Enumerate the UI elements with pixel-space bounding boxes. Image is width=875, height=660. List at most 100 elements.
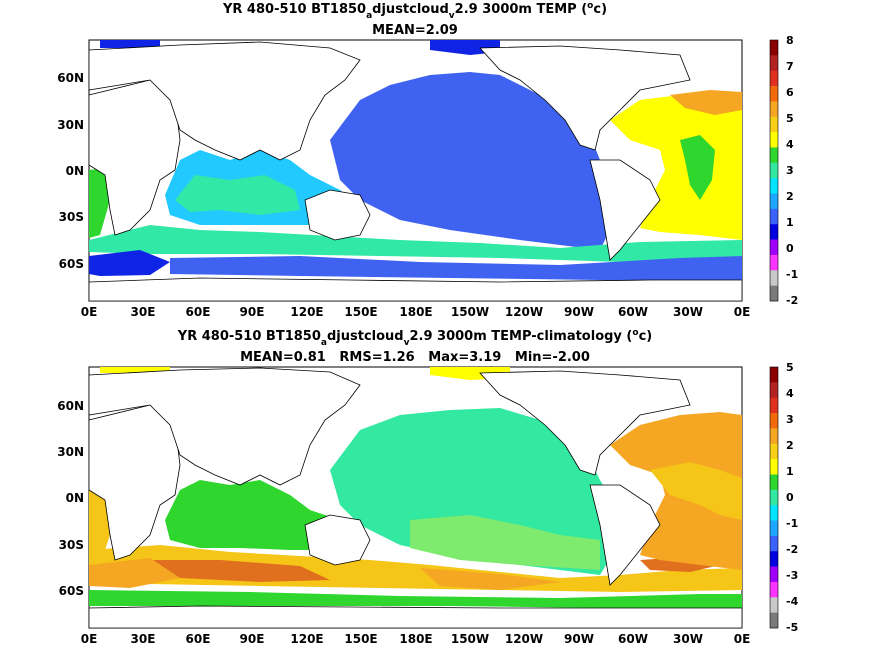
x-tick-label: 120W: [505, 305, 543, 319]
x-tick-label: 120W: [505, 632, 543, 646]
y-axis-bottom: 60N 30N 0N 30S 60S: [57, 399, 84, 598]
colorbar-tick-label: 1: [786, 465, 794, 478]
colorbar-tick-label: -5: [786, 621, 798, 634]
colorbar-tick-label: 8: [786, 34, 794, 47]
colorbar-swatch: [770, 162, 778, 179]
colorbar-tick-label: 5: [786, 112, 794, 125]
westafrica-green-top: [89, 168, 110, 238]
eurasia-top: [88, 41, 361, 161]
colorbar-swatch: [770, 147, 778, 164]
colorbar-swatch: [770, 581, 778, 598]
colorbar-bottom: 5 4 3 2 1 0 -1 -2 -3 -4 -5: [769, 361, 799, 634]
x-tick-label: 30W: [673, 305, 703, 319]
y-tick-label: 60N: [57, 399, 84, 413]
x-tick-label: 120E: [290, 305, 323, 319]
panel-top-stats: MEAN=2.09: [372, 23, 458, 38]
x-tick-label: 90W: [564, 305, 594, 319]
arctic-yellow-bottom: [100, 367, 510, 380]
colorbar-swatch: [770, 367, 778, 383]
y-tick-label: 60S: [59, 257, 84, 271]
antarctica-top: [88, 277, 743, 302]
x-tick-label: 150W: [451, 632, 489, 646]
colorbar-swatch: [770, 535, 778, 552]
colorbar-swatch: [770, 520, 778, 537]
australia-bottom: [304, 514, 371, 566]
x-tick-label: 180E: [399, 632, 432, 646]
x-tick-label: 30E: [131, 305, 156, 319]
x-tick-label: 60W: [618, 305, 648, 319]
y-tick-label: 60N: [57, 71, 84, 85]
x-tick-label: 30W: [673, 632, 703, 646]
atlantic-field-top: [610, 92, 742, 240]
colorbar-tick-label: -3: [786, 569, 798, 582]
y-tick-label: 0N: [66, 164, 84, 178]
panel-bottom: YR 480-510 BT1850adjustcloudv2.9 3000m T…: [57, 328, 798, 646]
colorbar-swatch: [770, 70, 778, 87]
y-tick-label: 30S: [59, 210, 84, 224]
colorbar-tick-label: 0: [786, 242, 794, 255]
colorbar-swatch: [770, 55, 778, 71]
arctic-blue-top: [100, 40, 500, 55]
colorbar-swatch: [770, 597, 778, 613]
southern-hot-bottom: [150, 556, 720, 582]
colorbar-swatch: [770, 132, 778, 148]
x-tick-label: 60W: [618, 632, 648, 646]
colorbar-tick-label: -1: [786, 268, 798, 281]
colorbar-swatch: [770, 254, 778, 271]
x-tick-label: 120E: [290, 632, 323, 646]
colorbar-swatch: [770, 270, 778, 286]
southern-field-top: [89, 225, 742, 262]
land-top: [88, 41, 743, 302]
colorbar-swatch: [770, 505, 778, 521]
colorbar-top-frame: [769, 39, 779, 302]
y-tick-label: 30N: [57, 445, 84, 459]
colorbar-swatch: [770, 459, 778, 475]
southern-orange-bottom: [89, 558, 560, 590]
x-tick-label: 30E: [131, 632, 156, 646]
map-bottom: [88, 366, 743, 629]
y-tick-label: 0N: [66, 491, 84, 505]
colorbar-swatch: [770, 86, 778, 102]
y-tick-label: 60S: [59, 584, 84, 598]
colorbar-tick-label: 2: [786, 439, 794, 452]
x-tick-label: 0E: [734, 632, 751, 646]
x-tick-label: 180E: [399, 305, 432, 319]
colorbar-bottom-swatches: [770, 367, 778, 629]
colorbar-tick-label: -2: [786, 543, 798, 556]
x-tick-label: 90E: [240, 305, 265, 319]
x-tick-label: 0E: [81, 632, 98, 646]
x-tick-label: 90E: [240, 632, 265, 646]
colorbar-tick-label: -4: [786, 595, 799, 608]
colorbar-swatch: [770, 101, 778, 118]
colorbar-top-swatches: [770, 40, 778, 302]
x-tick-label: 60E: [186, 305, 211, 319]
colorbar-swatch: [770, 178, 778, 194]
atlantic-green-top: [680, 135, 715, 200]
atlantic-yellow-bottom: [650, 462, 742, 520]
antarctica-bottom: [88, 605, 743, 629]
colorbar-tick-label: 5: [786, 361, 794, 374]
southern-deep-top: [89, 250, 170, 276]
panel-top: YR 480-510 BT1850adjustcloudv2.9 3000m T…: [57, 1, 798, 319]
colorbar-tick-label: 7: [786, 60, 794, 73]
north-america-top: [479, 45, 691, 151]
southern-green-bottom: [89, 590, 742, 608]
colorbar-bottom-frame: [769, 366, 779, 629]
panel-top-title: YR 480-510 BT1850adjustcloudv2.9 3000m T…: [222, 1, 607, 21]
colorbar-tick-label: 2: [786, 190, 794, 203]
colorbar-swatch: [770, 116, 778, 133]
eurasia-bottom: [88, 367, 361, 486]
colorbar-swatch: [770, 208, 778, 225]
south-america-top: [589, 159, 661, 261]
x-tick-label: 150E: [344, 305, 377, 319]
atlantic-orange-top: [670, 90, 742, 115]
colorbar-swatch: [770, 474, 778, 491]
x-axis-top: 0E 30E 60E 90E 120E 150E 180E 150W 120W …: [81, 305, 751, 319]
pacific-south-bottom: [410, 515, 600, 570]
x-tick-label: 0E: [81, 305, 98, 319]
colorbar-swatch: [770, 551, 778, 567]
colorbar-swatch: [770, 489, 778, 506]
colorbar-swatch: [770, 428, 778, 445]
colorbar-swatch: [770, 224, 778, 240]
pacific-field-top: [330, 72, 620, 250]
